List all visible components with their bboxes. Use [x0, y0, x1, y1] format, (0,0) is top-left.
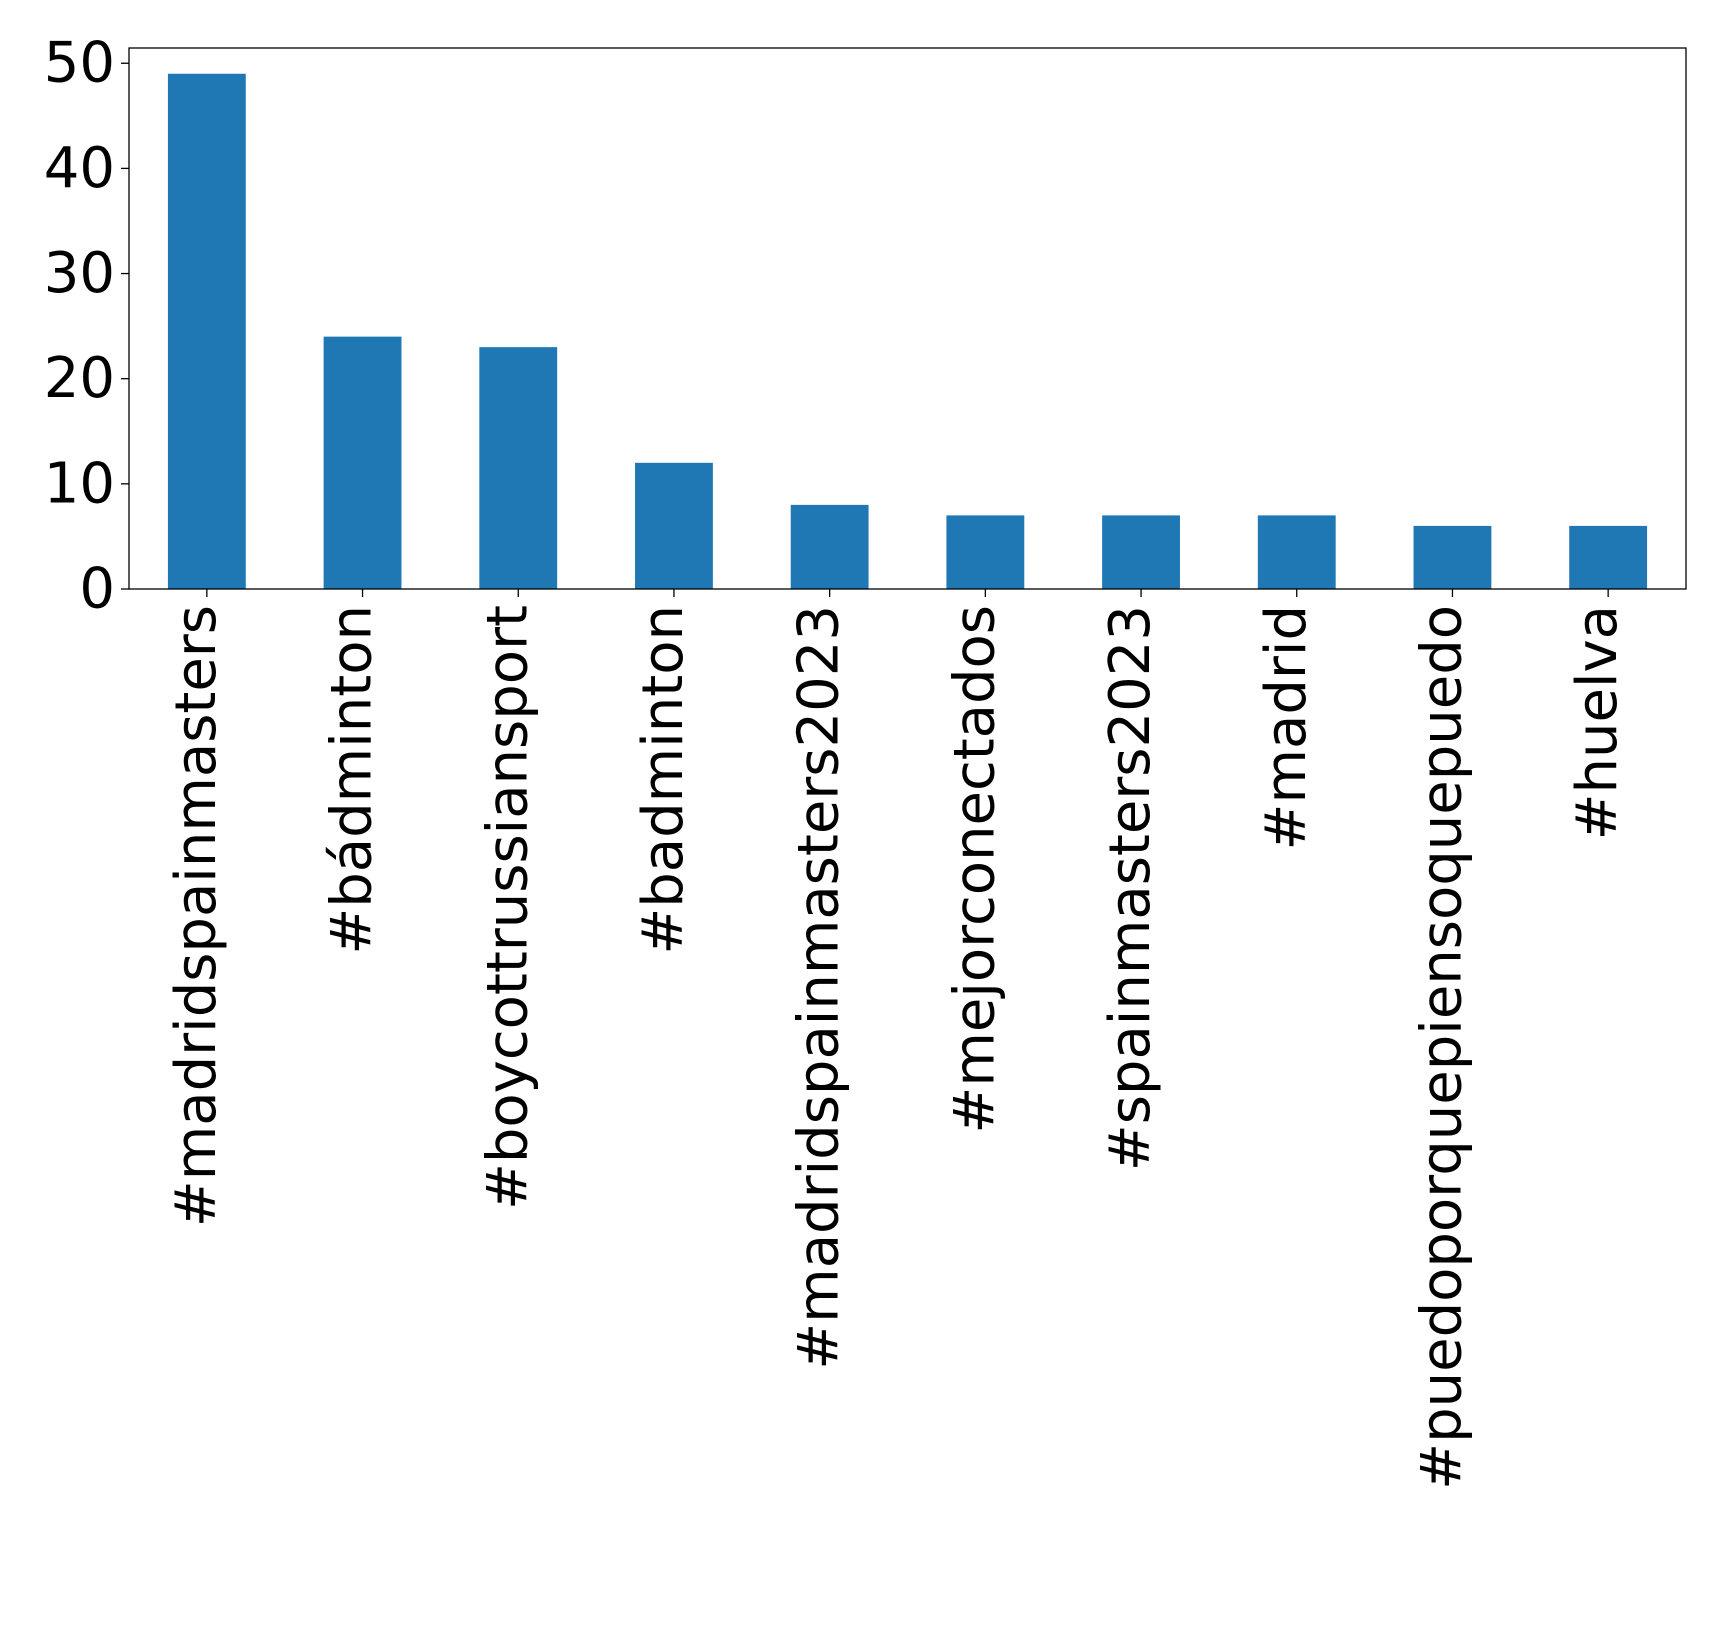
bar-badminton — [323, 336, 402, 589]
bar-spainmasters2023 — [1102, 515, 1180, 589]
x-tick-label: #madridspainmasters2023 — [787, 605, 852, 1370]
plot-frame — [128, 47, 1687, 590]
x-tick-label: #mejorconectados — [942, 605, 1007, 1134]
y-axis: 0 10 20 30 40 50 — [44, 31, 129, 622]
x-tick-label: #madrid — [1254, 605, 1319, 850]
x-axis: #madridspainmasters #bádminton #boycottrus… — [164, 589, 1630, 1490]
x-tick-label: #badminton — [631, 605, 696, 955]
y-tick-label: 20 — [44, 346, 115, 411]
x-tick-label: #bádminton — [320, 605, 385, 955]
y-tick-label: 50 — [44, 31, 115, 96]
bar-badminton — [635, 462, 713, 589]
y-tick-label: 0 — [79, 557, 115, 622]
x-tick-label: #madridspainmasters — [164, 605, 229, 1227]
x-tick-label: #spainmasters2023 — [1098, 605, 1163, 1171]
bar-madrid — [1257, 515, 1336, 589]
bars-layer — [167, 73, 1648, 589]
x-tick-label: #boycottrussiansport — [475, 605, 540, 1210]
bar-boycottrussiansport — [479, 347, 558, 589]
bar-mejorconectados — [946, 515, 1025, 589]
y-tick-label: 30 — [44, 241, 115, 306]
y-tick-label: 10 — [44, 451, 115, 516]
y-tick-label: 40 — [44, 136, 115, 201]
x-tick-label: #puedoporquepiensoquepuedo — [1409, 605, 1474, 1490]
bar-madridspainmasters2023 — [790, 504, 869, 589]
x-tick-label: #huelva — [1565, 605, 1630, 840]
bar-madridspainmasters — [167, 73, 246, 589]
bar-puedoporquepiensoquepuedo — [1413, 525, 1492, 589]
bar-huelva — [1569, 525, 1648, 589]
